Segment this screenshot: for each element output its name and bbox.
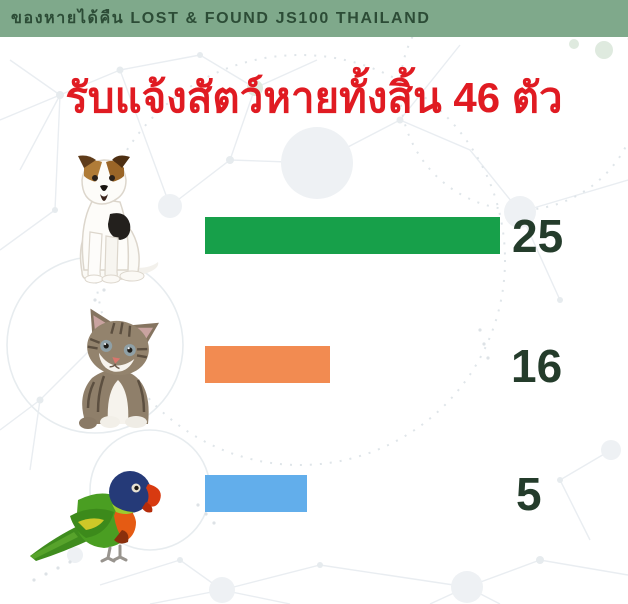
bar-cat <box>205 346 330 383</box>
parrot-image <box>30 471 161 563</box>
page-title: รับแจ้งสัตว์หายทั้งสิ้น 46 ตัว <box>65 74 563 121</box>
bar-value-parrot: 5 <box>516 468 542 520</box>
cat-image <box>79 308 160 429</box>
bar-value-cat: 16 <box>511 340 563 392</box>
bar-dog <box>205 217 500 254</box>
bar-value-dog: 25 <box>512 210 564 262</box>
dog-image <box>78 155 159 284</box>
header-bar: ของหายได้คืน LOST & FOUND JS100 THAILAND <box>0 0 628 37</box>
header-title: ของหายได้คืน LOST & FOUND JS100 THAILAND <box>11 10 431 27</box>
bar-parrot <box>205 475 307 512</box>
